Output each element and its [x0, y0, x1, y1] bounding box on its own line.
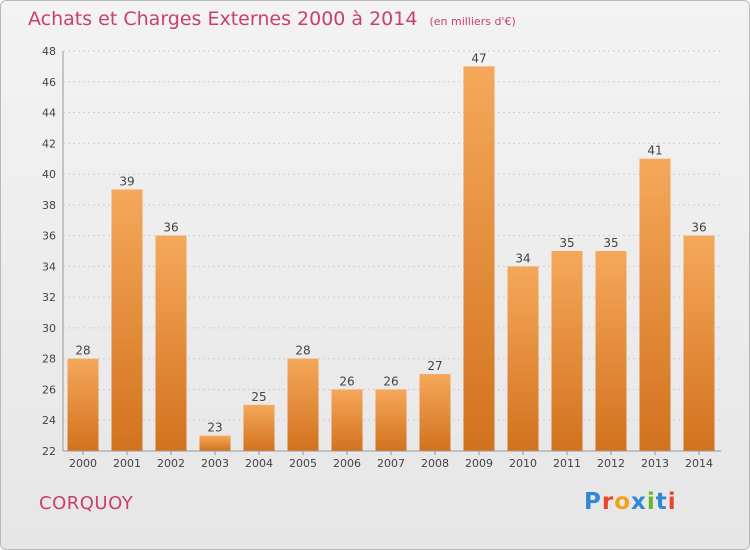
bar-value-label: 35 [559, 236, 574, 250]
bar [595, 251, 627, 451]
x-tick-label: 2001 [113, 457, 141, 470]
bar [683, 235, 715, 451]
bar [111, 189, 143, 451]
y-tick-label: 34 [42, 260, 56, 273]
bar [375, 389, 407, 451]
y-tick-label: 40 [42, 168, 56, 181]
y-tick-label: 32 [42, 291, 56, 304]
x-tick-label: 2005 [289, 457, 317, 470]
bar [331, 389, 363, 451]
bar-value-label: 36 [163, 221, 178, 235]
chart-subtitle: (en milliers d'€) [429, 15, 516, 28]
x-tick-label: 2013 [641, 457, 669, 470]
bar-value-label: 23 [207, 421, 222, 435]
bar-value-label: 28 [295, 344, 310, 358]
y-tick-label: 22 [42, 445, 56, 458]
town-name: CORQUOY [39, 493, 134, 514]
logo-letter: o [614, 489, 632, 515]
bar-value-label: 35 [603, 236, 618, 250]
x-tick-label: 2000 [69, 457, 97, 470]
bar [243, 404, 275, 451]
x-tick-label: 2003 [201, 457, 229, 470]
x-tick-label: 2014 [685, 457, 713, 470]
x-tick-label: 2004 [245, 457, 273, 470]
proxiti-logo[interactable]: Proxiti [584, 489, 677, 515]
bar [463, 66, 495, 451]
y-tick-label: 30 [42, 322, 56, 335]
bar-value-label: 34 [515, 251, 530, 265]
logo-letter: t [655, 489, 668, 515]
bar-value-label: 26 [339, 374, 354, 388]
y-tick-label: 48 [42, 45, 56, 58]
y-tick-label: 24 [42, 414, 56, 427]
bar [67, 358, 99, 451]
bar [551, 251, 583, 451]
logo-letter: x [631, 489, 647, 515]
bar [287, 358, 319, 451]
y-tick-label: 26 [42, 383, 56, 396]
bar-value-label: 26 [383, 374, 398, 388]
x-tick-label: 2011 [553, 457, 581, 470]
bar-value-label: 39 [119, 174, 134, 188]
y-tick-label: 36 [42, 230, 56, 243]
logo-letter: r [601, 489, 615, 515]
bar-value-label: 41 [647, 144, 662, 158]
logo-letter: P [584, 489, 602, 515]
bar-value-label: 25 [251, 390, 266, 404]
y-tick-label: 28 [42, 353, 56, 366]
bar [155, 235, 187, 451]
bar [639, 158, 671, 451]
bar [199, 435, 231, 451]
y-tick-label: 42 [42, 137, 56, 150]
bar [419, 374, 451, 451]
logo-letter: i [646, 489, 656, 515]
axes: 22 24 26 28 30 32 34 36 38 40 42 44 46 48 2000 2001 2002… [42, 45, 721, 470]
x-tick-label: 2009 [465, 457, 493, 470]
bars: 28 39 36 23 25 28 26 26 27 47 34 35 35 41 36 [67, 51, 715, 451]
bar [507, 266, 539, 451]
y-tick-label: 44 [42, 107, 56, 120]
logo-letter: i [667, 489, 677, 515]
x-tick-label: 2008 [421, 457, 449, 470]
y-tick-label: 46 [42, 76, 56, 89]
chart-title: Achats et Charges Externes 2000 à 2014 (e… [28, 8, 516, 30]
bar-value-label: 27 [427, 359, 442, 373]
x-tick-label: 2002 [157, 457, 185, 470]
bar-value-label: 36 [691, 221, 706, 235]
bar-value-label: 47 [471, 51, 486, 65]
x-tick-label: 2007 [377, 457, 405, 470]
y-tick-label: 38 [42, 199, 56, 212]
bar-value-label: 28 [75, 344, 90, 358]
title-text: Achats et Charges Externes 2000 à 2014 [28, 8, 418, 30]
x-tick-label: 2010 [509, 457, 537, 470]
x-tick-label: 2012 [597, 457, 625, 470]
x-tick-label: 2006 [333, 457, 361, 470]
